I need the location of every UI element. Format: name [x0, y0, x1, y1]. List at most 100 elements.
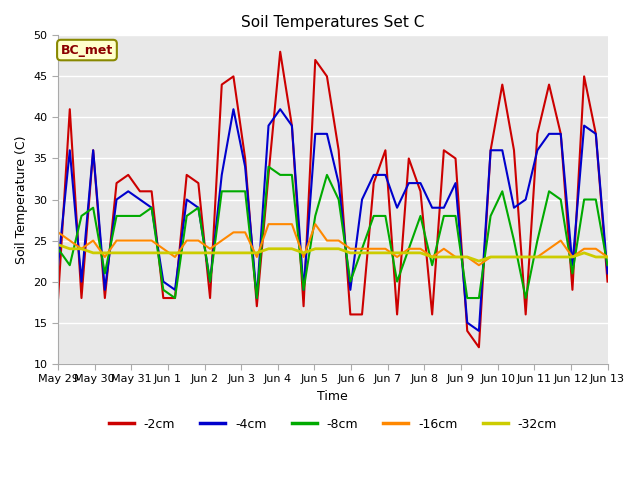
-16cm: [77, 246, 85, 252]
-32cm: [522, 254, 529, 260]
-16cm: [183, 238, 191, 243]
-2cm: [148, 189, 156, 194]
-2cm: [323, 73, 331, 79]
-4cm: [136, 197, 144, 203]
-2cm: [522, 312, 529, 317]
-16cm: [580, 246, 588, 252]
-4cm: [253, 295, 260, 301]
-4cm: [312, 131, 319, 137]
-8cm: [335, 197, 342, 203]
-4cm: [159, 279, 167, 285]
-2cm: [171, 295, 179, 301]
-4cm: [171, 287, 179, 293]
-2cm: [159, 295, 167, 301]
-8cm: [568, 271, 576, 276]
-2cm: [346, 312, 354, 317]
-2cm: [241, 156, 249, 161]
-8cm: [463, 295, 471, 301]
-8cm: [218, 189, 225, 194]
-32cm: [393, 250, 401, 256]
-4cm: [592, 131, 600, 137]
-4cm: [183, 197, 191, 203]
-2cm: [230, 73, 237, 79]
-4cm: [101, 287, 109, 293]
-2cm: [381, 147, 389, 153]
-2cm: [545, 82, 553, 87]
-32cm: [358, 250, 366, 256]
-8cm: [557, 197, 564, 203]
-16cm: [568, 254, 576, 260]
-32cm: [171, 250, 179, 256]
-32cm: [253, 250, 260, 256]
Title: Soil Temperatures Set C: Soil Temperatures Set C: [241, 15, 424, 30]
-8cm: [206, 279, 214, 285]
-2cm: [510, 147, 518, 153]
-32cm: [335, 246, 342, 252]
-4cm: [557, 131, 564, 137]
-2cm: [557, 131, 564, 137]
-4cm: [440, 205, 448, 211]
-32cm: [66, 246, 74, 252]
-16cm: [241, 229, 249, 235]
-4cm: [77, 279, 85, 285]
-4cm: [568, 262, 576, 268]
-32cm: [183, 250, 191, 256]
-8cm: [487, 213, 495, 219]
-32cm: [113, 250, 120, 256]
-32cm: [463, 254, 471, 260]
-8cm: [230, 189, 237, 194]
-4cm: [545, 131, 553, 137]
-4cm: [148, 205, 156, 211]
-16cm: [218, 238, 225, 243]
-2cm: [452, 156, 460, 161]
Line: -2cm: -2cm: [58, 52, 607, 348]
-2cm: [312, 57, 319, 63]
-32cm: [487, 254, 495, 260]
-32cm: [159, 250, 167, 256]
-16cm: [253, 254, 260, 260]
-16cm: [499, 254, 506, 260]
-2cm: [463, 328, 471, 334]
-8cm: [171, 295, 179, 301]
-2cm: [417, 189, 424, 194]
-8cm: [440, 213, 448, 219]
-8cm: [428, 262, 436, 268]
-2cm: [276, 49, 284, 55]
-32cm: [265, 246, 273, 252]
-4cm: [428, 205, 436, 211]
-4cm: [510, 205, 518, 211]
-2cm: [195, 180, 202, 186]
-8cm: [101, 271, 109, 276]
-16cm: [405, 246, 413, 252]
-4cm: [580, 123, 588, 129]
-4cm: [463, 320, 471, 325]
-8cm: [417, 213, 424, 219]
-8cm: [183, 213, 191, 219]
-32cm: [54, 242, 62, 248]
-32cm: [499, 254, 506, 260]
-4cm: [288, 123, 296, 129]
-32cm: [195, 250, 202, 256]
Legend: -2cm, -4cm, -8cm, -16cm, -32cm: -2cm, -4cm, -8cm, -16cm, -32cm: [104, 413, 562, 436]
-16cm: [510, 254, 518, 260]
-16cm: [113, 238, 120, 243]
-8cm: [90, 205, 97, 211]
-16cm: [276, 221, 284, 227]
-2cm: [370, 180, 378, 186]
-16cm: [346, 246, 354, 252]
-4cm: [66, 147, 74, 153]
-2cm: [335, 147, 342, 153]
-32cm: [428, 254, 436, 260]
-8cm: [66, 262, 74, 268]
Line: -4cm: -4cm: [58, 109, 607, 331]
-8cm: [545, 189, 553, 194]
-16cm: [440, 246, 448, 252]
-16cm: [381, 246, 389, 252]
-2cm: [487, 147, 495, 153]
-2cm: [428, 312, 436, 317]
-16cm: [534, 254, 541, 260]
-32cm: [592, 254, 600, 260]
-4cm: [90, 147, 97, 153]
-4cm: [346, 287, 354, 293]
-4cm: [534, 147, 541, 153]
